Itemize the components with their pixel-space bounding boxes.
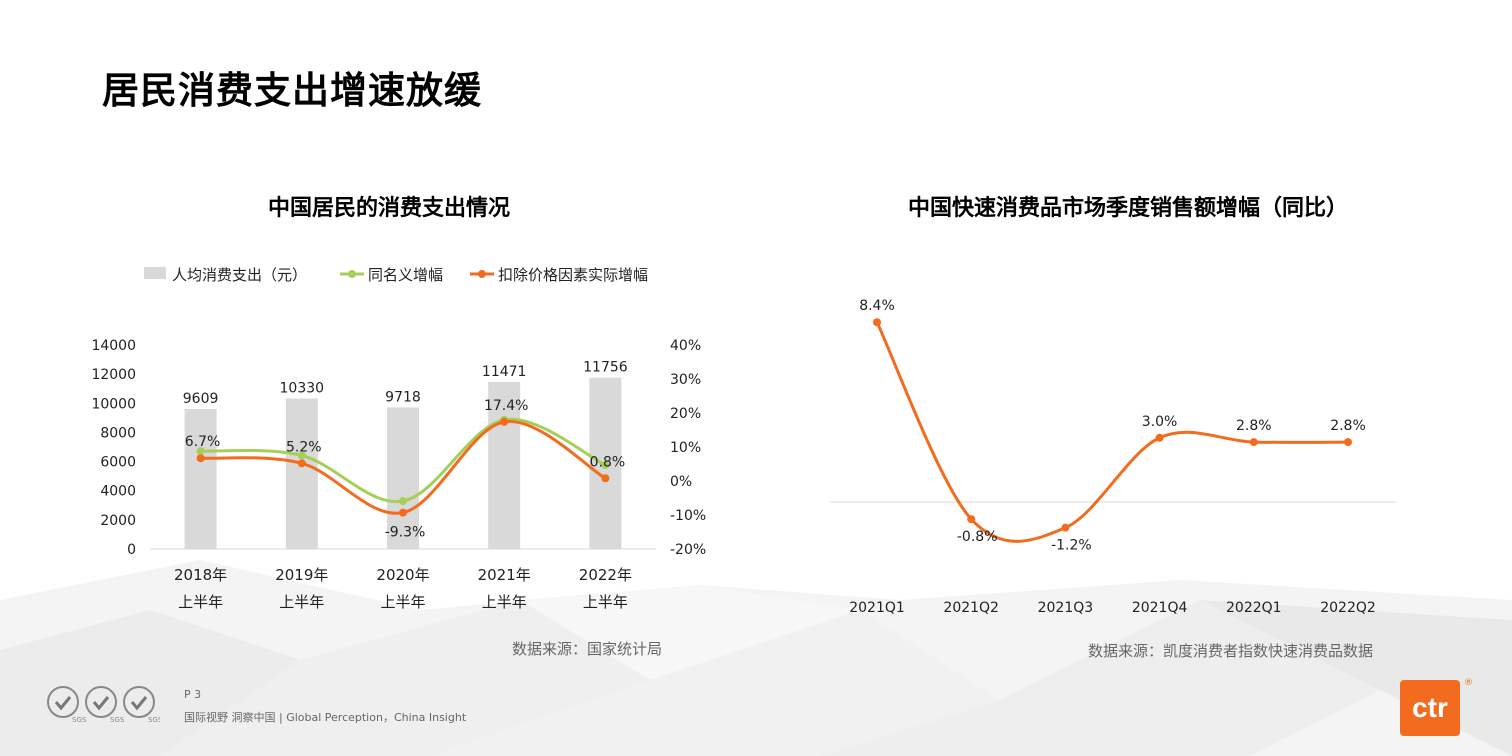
- bar-value-label: 11471: [482, 364, 527, 380]
- bar-value-label: 9718: [385, 389, 421, 405]
- line-point: [196, 454, 205, 463]
- sgs-certification-logos: SGS SGS SGS: [47, 686, 160, 724]
- data-label: 2.8%: [1330, 418, 1366, 434]
- x-tick-label: 2021Q4: [1132, 600, 1188, 616]
- registered-mark: ®: [1464, 678, 1473, 688]
- x-tick-label: 2019年: [275, 566, 328, 584]
- y-left-tick: 8000: [100, 425, 136, 441]
- bar: [387, 407, 419, 549]
- y-right-tick: 0%: [670, 474, 692, 490]
- data-label: 17.4%: [484, 398, 528, 414]
- data-label: 5.2%: [286, 439, 322, 455]
- legend-label: 扣除价格因素实际增幅: [498, 266, 648, 284]
- x-tick-label: 2020年: [376, 566, 429, 584]
- x-tick-label: 上半年: [482, 593, 527, 611]
- line-point: [196, 447, 205, 456]
- line-point: [967, 515, 976, 524]
- line-point: [1155, 433, 1164, 442]
- data-label: 2.8%: [1236, 418, 1272, 434]
- sgs-text: SGS: [110, 716, 125, 724]
- data-label: -9.3%: [385, 525, 426, 541]
- legend-swatch-bar: [144, 267, 166, 279]
- line-point: [500, 417, 509, 426]
- legend-label: 同名义增幅: [368, 266, 443, 284]
- x-tick-label: 上半年: [178, 593, 223, 611]
- check-icon: [54, 696, 72, 711]
- y-left-tick: 12000: [91, 367, 136, 383]
- data-label: 6.7%: [185, 434, 221, 450]
- y-right-tick: 40%: [670, 338, 701, 354]
- chart1-source: 数据来源：国家统计局: [512, 640, 663, 658]
- line-point: [601, 474, 610, 483]
- data-label: 0.8%: [590, 454, 626, 470]
- data-label: -1.2%: [1051, 538, 1092, 554]
- bar: [184, 408, 217, 549]
- legend-swatch-marker: [348, 270, 356, 278]
- line-point: [1249, 438, 1258, 447]
- sgs-badge-ring: [123, 686, 155, 718]
- y-right-tick: 30%: [670, 372, 701, 388]
- fmcg-growth-line: [875, 321, 1349, 543]
- sgs-badge-ring: [85, 686, 117, 718]
- x-tick-label: 2018年: [174, 566, 227, 584]
- check-icon: [130, 696, 148, 711]
- bar-value-label: 9609: [183, 391, 219, 407]
- page-number: P 3: [184, 688, 202, 701]
- line-point: [297, 459, 306, 468]
- y-left-tick: 14000: [91, 338, 136, 354]
- legend-label: 人均消费支出（元）: [172, 266, 307, 284]
- line-point: [873, 318, 881, 327]
- line-point: [297, 451, 306, 460]
- y-left-tick: 6000: [100, 455, 136, 471]
- line-point: [601, 461, 610, 470]
- sgs-badge-ring: [47, 686, 79, 718]
- y-left-tick: 2000: [100, 513, 136, 529]
- data-label: -0.8%: [957, 529, 998, 545]
- bar-value-label: 10330: [280, 380, 325, 396]
- x-tick-label: 2021Q1: [849, 600, 905, 616]
- x-tick-label: 上半年: [583, 593, 628, 611]
- page-title: 居民消费支出增速放缓: [102, 69, 482, 112]
- y-left-tick: 4000: [100, 484, 136, 500]
- y-right-tick: 10%: [670, 440, 701, 456]
- y-right-tick: -20%: [670, 542, 706, 558]
- y-right-tick: 20%: [670, 406, 701, 422]
- bar-value-label: 11756: [583, 360, 628, 376]
- data-label: 8.4%: [859, 298, 895, 314]
- legend-swatch-marker: [478, 270, 486, 278]
- line-point: [399, 497, 407, 506]
- x-tick-label: 2021Q3: [1038, 600, 1094, 616]
- y-left-tick: 10000: [91, 396, 136, 412]
- ctr-logo: ctr: [1400, 680, 1460, 736]
- x-tick-label: 2022Q1: [1226, 600, 1282, 616]
- line-point: [1061, 523, 1070, 532]
- x-tick-label: 上半年: [279, 593, 324, 611]
- data-label: 3.0%: [1142, 414, 1178, 430]
- x-tick-label: 2021Q2: [943, 600, 999, 616]
- x-tick-label: 2021年: [478, 566, 531, 584]
- x-tick-label: 2022年: [579, 566, 632, 584]
- sgs-text: SGS: [148, 716, 160, 724]
- line-point: [1344, 438, 1352, 447]
- bar: [285, 398, 318, 549]
- chart2-source: 数据来源：凯度消费者指数快速消费品数据: [1088, 642, 1374, 660]
- line-point: [399, 508, 407, 517]
- y-left-tick: 0: [127, 542, 136, 558]
- bar: [488, 381, 521, 549]
- sgs-text: SGS: [72, 716, 87, 724]
- x-tick-label: 2022Q2: [1320, 600, 1376, 616]
- y-right-tick: -10%: [670, 508, 706, 524]
- chart2-title: 中国快速消费品市场季度销售额增幅（同比）: [908, 196, 1349, 221]
- chart1-title: 中国居民的消费支出情况: [268, 196, 511, 221]
- footer-slogan: 国际视野 洞察中国 | Global Perception，China Insi…: [184, 711, 467, 724]
- x-tick-label: 上半年: [380, 593, 425, 611]
- check-icon: [92, 696, 110, 711]
